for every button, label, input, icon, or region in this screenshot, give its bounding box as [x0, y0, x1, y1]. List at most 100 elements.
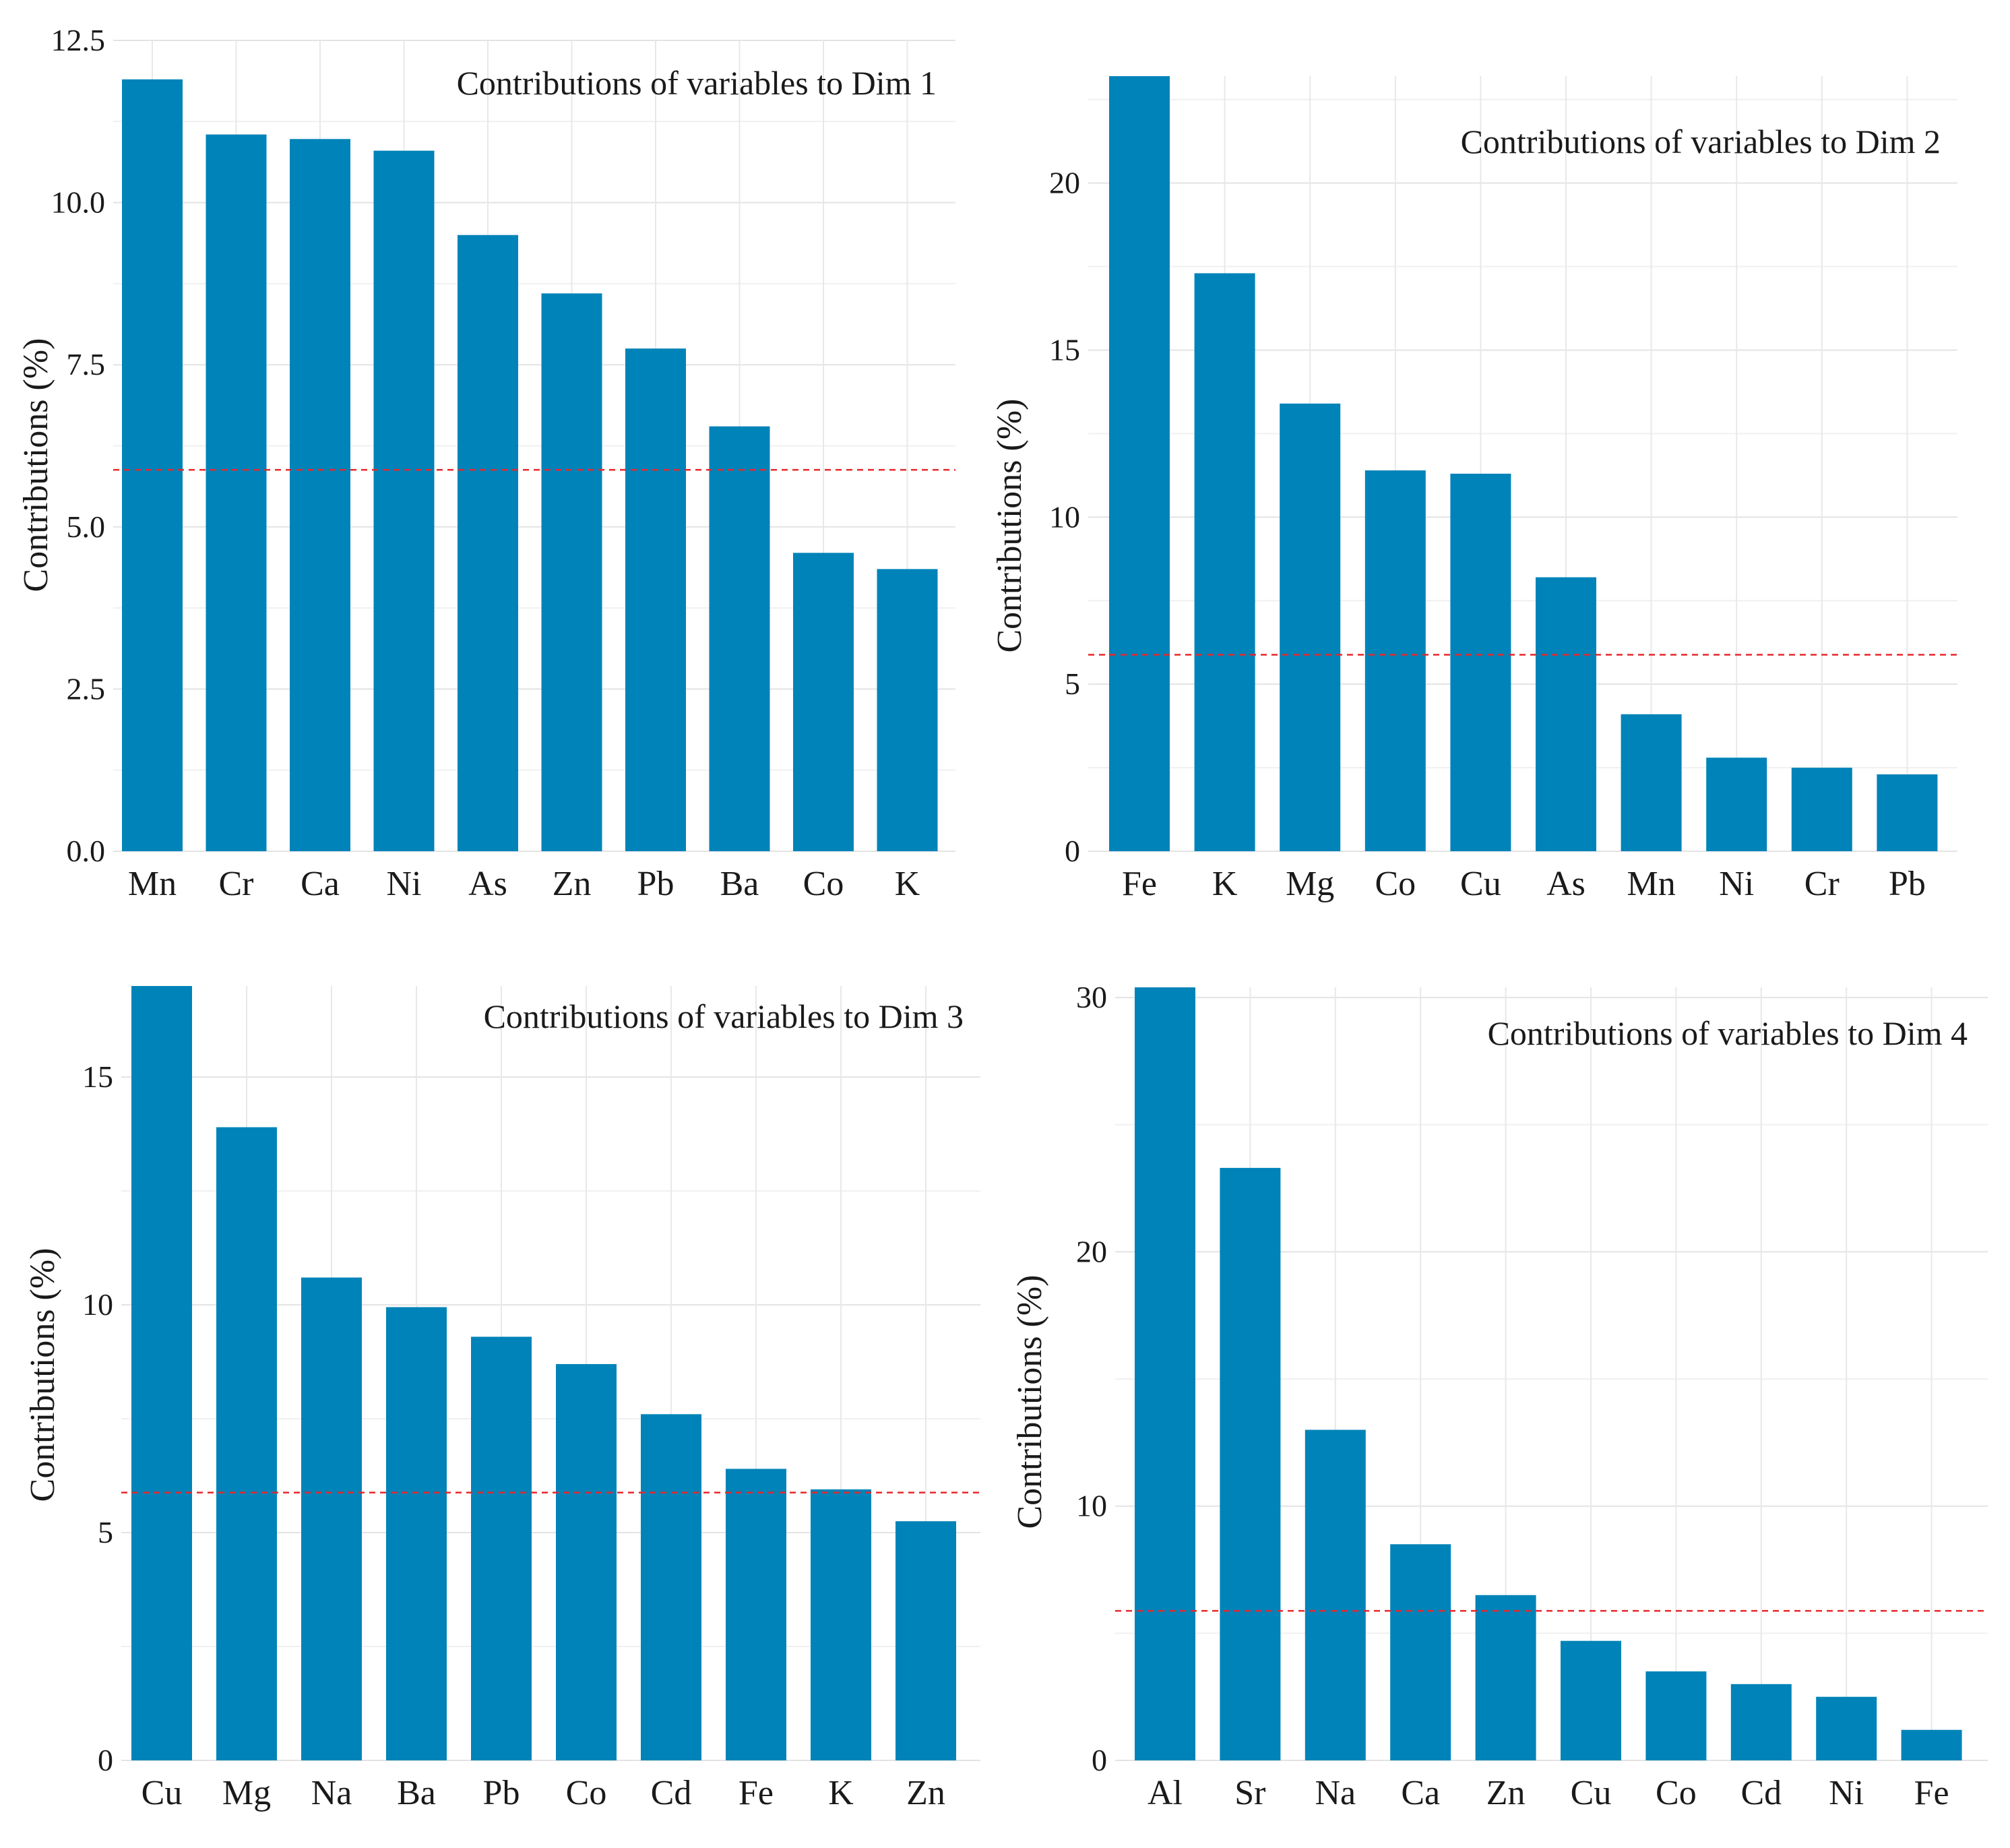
x-tick-label: Ba — [720, 865, 759, 903]
bar-Fe — [1901, 1729, 1962, 1760]
y-tick-label: 2.5 — [67, 671, 106, 706]
bar-Mn — [1621, 714, 1682, 851]
bar-Ca — [1390, 1544, 1451, 1760]
bars — [1135, 987, 1962, 1760]
y-tick-label: 0.0 — [67, 834, 106, 868]
x-tick-label: Zn — [906, 1774, 945, 1812]
bars — [131, 986, 956, 1760]
bar-As — [1536, 577, 1596, 851]
bar-K — [877, 569, 938, 851]
x-tick-label: Cd — [1740, 1774, 1782, 1812]
x-tick-label: Na — [1315, 1774, 1356, 1812]
bars — [1109, 76, 1938, 851]
bar-Fe — [1109, 76, 1170, 851]
chart-title: Contributions of variables to Dim 2 — [1461, 123, 1941, 160]
y-tick-label: 5 — [98, 1515, 113, 1549]
x-tick-label: Ni — [387, 865, 422, 903]
x-tick-label: Na — [311, 1774, 352, 1812]
bar-Cu — [1450, 473, 1511, 851]
y-tick-label: 10.0 — [51, 185, 106, 220]
y-tick-labels: 0.0 2.5 5.0 7.5 10.0 12.5 — [51, 23, 106, 868]
bar-Pb — [1877, 774, 1938, 851]
y-tick-label: 10 — [82, 1287, 113, 1322]
y-tick-label: 10 — [1076, 1489, 1107, 1523]
dim1-contributions-chart: 0.0 2.5 5.0 7.5 10.0 12.5 Mn Cr Ca Ni As Zn Pb Ba Co K C… — [17, 23, 955, 903]
x-tick-label: Co — [1375, 865, 1416, 903]
x-tick-label: Mn — [128, 865, 177, 903]
bar-Sr — [1220, 1167, 1281, 1760]
x-tick-labels: Al Sr Na Ca Zn Cu Co Cd Ni Fe — [1148, 1774, 1949, 1812]
y-tick-label: 15 — [82, 1059, 113, 1094]
chart-title: Contributions of variables to Dim 1 — [457, 64, 937, 102]
bar-Na — [1305, 1429, 1366, 1760]
y-axis-label: Contributions (%) — [1011, 1275, 1049, 1529]
y-tick-labels: 0 5 10 15 20 — [1049, 166, 1080, 868]
bar-Ni — [1706, 758, 1767, 851]
x-tick-label: Pb — [1889, 865, 1926, 903]
bar-Co — [556, 1363, 617, 1760]
bar-Al — [1135, 987, 1195, 1760]
y-tick-label: 30 — [1076, 980, 1107, 1014]
x-tick-label: Ni — [1829, 1774, 1864, 1812]
x-tick-labels: Mn Cr Ca Ni As Zn Pb Ba Co K — [128, 865, 920, 903]
x-tick-label: As — [468, 865, 507, 903]
y-tick-labels: 0 10 20 30 — [1076, 980, 1107, 1777]
dim4-contributions-chart: 0 10 20 30 Al Sr Na Ca Zn Cu Co Cd Ni Fe Contributions… — [1011, 980, 1988, 1812]
y-tick-label: 0 — [98, 1743, 113, 1777]
bar-Fe — [726, 1469, 786, 1760]
x-tick-label: K — [895, 865, 920, 903]
dim2-contributions-chart: 0 5 10 15 20 Fe K Mg Co Cu As Mn Ni Cr Pb Contributions… — [991, 76, 1957, 903]
y-tick-label: 15 — [1049, 332, 1080, 367]
y-tick-label: 0 — [1092, 1743, 1107, 1777]
y-tick-label: 5.0 — [67, 510, 106, 544]
x-tick-label: Cr — [1804, 865, 1840, 903]
x-tick-label: Mg — [222, 1774, 271, 1812]
x-tick-label: Ba — [397, 1774, 436, 1812]
bar-K — [811, 1489, 871, 1760]
y-tick-labels: 0 5 10 15 — [82, 1059, 113, 1777]
x-tick-label: Fe — [1122, 865, 1157, 903]
y-tick-label: 0 — [1065, 834, 1080, 868]
y-tick-label: 20 — [1076, 1234, 1107, 1268]
x-tick-label: K — [828, 1774, 854, 1812]
bar-Cd — [641, 1414, 701, 1760]
bar-Mn — [122, 79, 183, 851]
bar-Mg — [1280, 403, 1341, 851]
x-tick-label: Co — [1656, 1774, 1697, 1812]
y-axis-label: Contributions (%) — [17, 338, 55, 592]
x-tick-labels: Fe K Mg Co Cu As Mn Ni Cr Pb — [1122, 865, 1926, 903]
bar-Ca — [290, 139, 350, 852]
x-tick-label: Fe — [739, 1774, 774, 1812]
chart-title: Contributions of variables to Dim 3 — [484, 997, 964, 1035]
bar-Mg — [216, 1127, 277, 1760]
x-tick-label: K — [1212, 865, 1238, 903]
y-axis-label: Contributions (%) — [24, 1248, 62, 1502]
bar-Co — [1364, 470, 1426, 851]
bar-Cr — [1791, 768, 1852, 851]
x-tick-label: Ca — [301, 865, 340, 903]
bar-Co — [1645, 1671, 1707, 1760]
x-tick-label: As — [1546, 865, 1585, 903]
y-tick-label: 12.5 — [51, 23, 106, 57]
y-tick-label: 5 — [1065, 667, 1080, 701]
y-tick-label: 20 — [1049, 166, 1080, 200]
x-tick-label: Al — [1148, 1774, 1183, 1812]
x-tick-label: Co — [566, 1774, 607, 1812]
bar-Cu — [131, 986, 192, 1760]
bar-Zn — [896, 1521, 956, 1760]
bars — [122, 79, 938, 852]
bar-Na — [301, 1277, 362, 1760]
bar-Zn — [541, 293, 602, 851]
bar-Ni — [373, 150, 435, 851]
bar-Cu — [1561, 1640, 1621, 1760]
chart-title: Contributions of variables to Dim 4 — [1488, 1014, 1968, 1052]
x-tick-labels: Cu Mg Na Ba Pb Co Cd Fe K Zn — [142, 1774, 945, 1812]
bar-K — [1194, 273, 1255, 851]
bar-As — [458, 235, 518, 852]
x-tick-label: Mg — [1286, 865, 1334, 903]
bar-Cd — [1730, 1684, 1792, 1760]
bar-Pb — [471, 1336, 532, 1760]
x-tick-label: Cu — [1571, 1774, 1612, 1812]
bar-Zn — [1475, 1595, 1536, 1760]
